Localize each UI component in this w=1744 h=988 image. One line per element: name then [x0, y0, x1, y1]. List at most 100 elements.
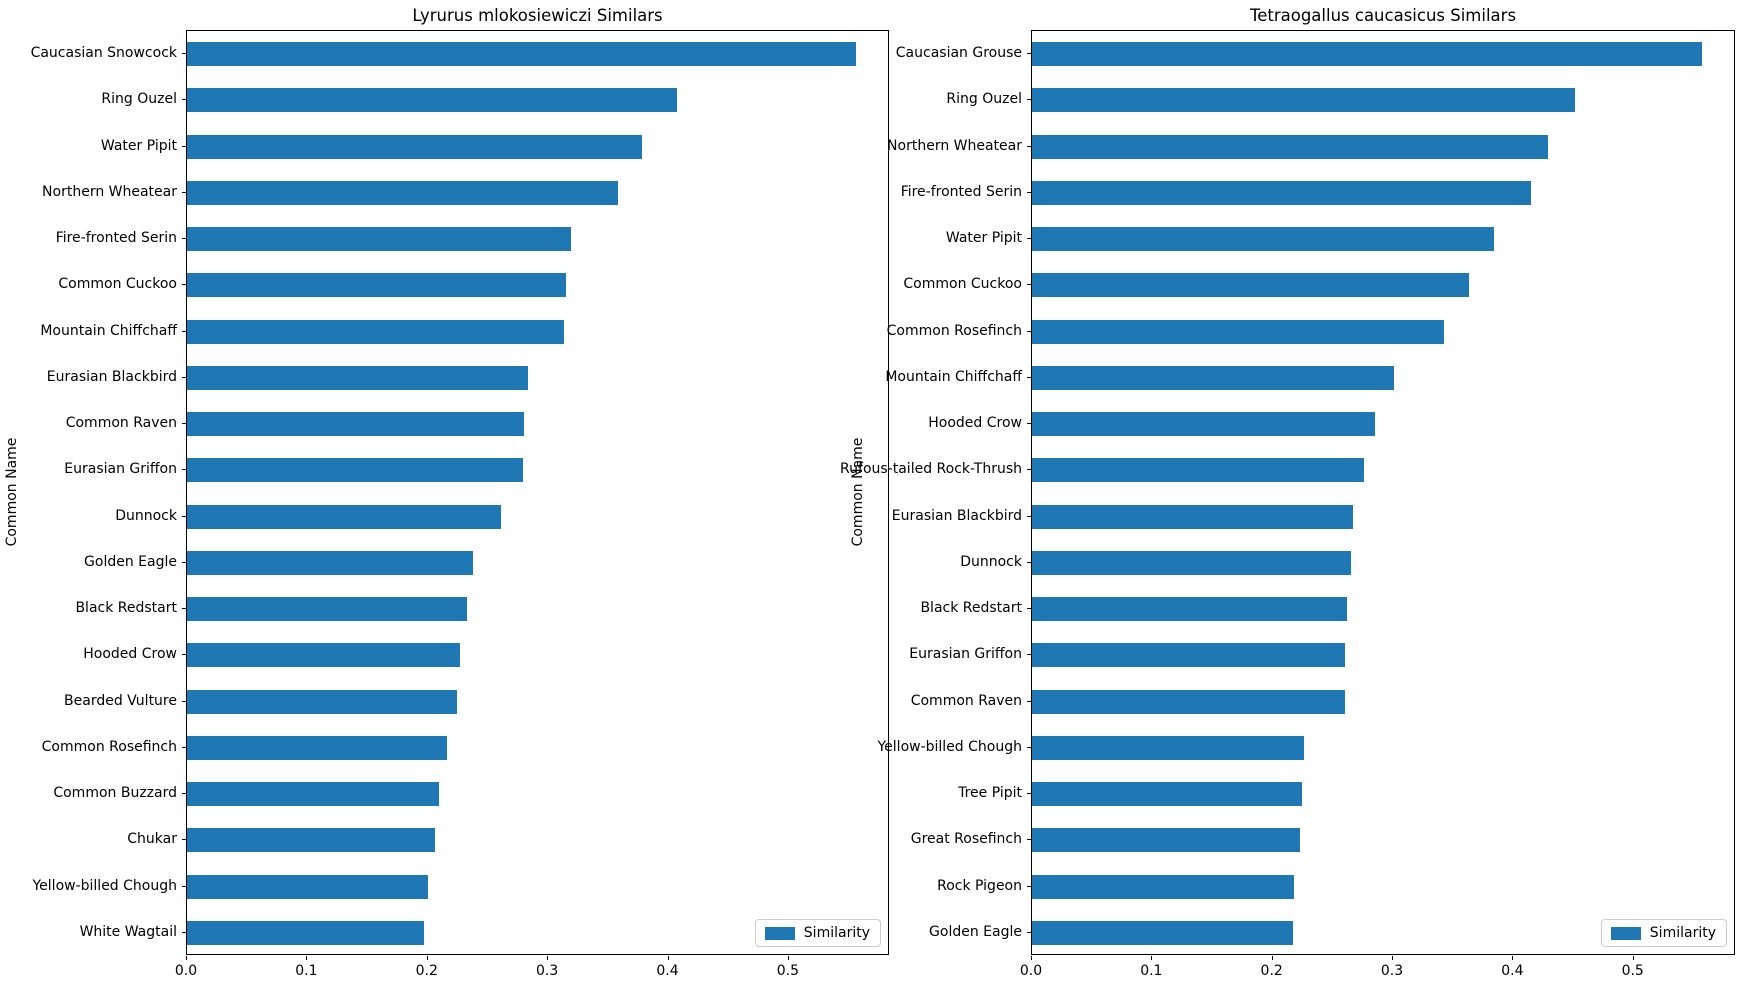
y-tick [1027, 700, 1031, 702]
bar [187, 643, 461, 668]
y-tick [1027, 469, 1031, 471]
y-tick [1027, 99, 1031, 101]
bar [1032, 689, 1345, 714]
bar [187, 227, 571, 252]
y-axis-label: Common Name [4, 437, 20, 547]
y-tick [1027, 561, 1031, 563]
x-tick [667, 956, 669, 960]
category-label: Chukar [127, 831, 177, 848]
bar [187, 134, 643, 159]
y-axis-label: Common Name [850, 437, 866, 547]
category-label: Caucasian Grouse [895, 45, 1022, 62]
category-label: Black Redstart [75, 600, 177, 617]
y-tick [182, 885, 186, 887]
y-tick [1027, 330, 1031, 332]
y-tick [182, 145, 186, 147]
y-tick [182, 931, 186, 933]
legend-label: Similarity [1649, 925, 1716, 941]
y-tick [182, 608, 186, 610]
x-tick-label: 0.4 [656, 963, 679, 979]
bar [187, 828, 435, 853]
category-label: Fire-fronted Serin [55, 230, 177, 247]
category-label: Great Rosefinch [910, 831, 1022, 848]
x-tick [426, 956, 428, 960]
bar [187, 458, 523, 483]
y-tick [182, 99, 186, 101]
bar [187, 550, 474, 575]
bar [187, 42, 857, 67]
y-tick [1027, 145, 1031, 147]
bar [187, 504, 502, 529]
y-tick [1027, 839, 1031, 841]
y-tick [182, 423, 186, 425]
bar [187, 273, 567, 298]
x-tick [547, 956, 549, 960]
y-tick [182, 839, 186, 841]
category-label: Eurasian Griffon [64, 461, 177, 478]
bar [1032, 828, 1301, 853]
category-label: Dunnock [960, 553, 1022, 570]
category-label: Yellow-billed Chough [877, 738, 1022, 755]
chart-title: Tetraogallus caucasicus Similars [1249, 6, 1517, 25]
legend: Similarity [754, 919, 881, 947]
category-label: White Wagtail [79, 923, 177, 940]
y-tick [182, 561, 186, 563]
x-tick [787, 956, 789, 960]
y-tick [182, 469, 186, 471]
y-tick [182, 191, 186, 193]
bar [187, 782, 439, 807]
y-tick [1027, 654, 1031, 656]
x-tick [1031, 956, 1032, 960]
category-label: Rock Pigeon [937, 877, 1022, 894]
category-label: Common Raven [65, 415, 177, 432]
bar [1032, 134, 1549, 159]
category-label: Black Redstart [920, 600, 1022, 617]
x-tick-label: 0.0 [174, 963, 198, 979]
bar [1032, 365, 1395, 390]
y-tick [1027, 885, 1031, 887]
bar [187, 920, 425, 945]
category-label: Fire-fronted Serin [900, 183, 1022, 200]
y-tick [1027, 746, 1031, 748]
category-label: Water Pipit [945, 230, 1022, 247]
y-tick [1027, 53, 1031, 55]
y-tick [182, 654, 186, 656]
y-tick [1027, 931, 1031, 933]
category-label: Common Rosefinch [41, 738, 177, 755]
y-tick [182, 700, 186, 702]
bar [1032, 412, 1375, 437]
x-tick-label: 0.5 [776, 963, 800, 979]
category-label: Water Pipit [100, 137, 177, 154]
x-tick [1271, 956, 1273, 960]
category-label: Common Cuckoo [903, 276, 1022, 293]
y-tick [1027, 423, 1031, 425]
category-label: Ring Ouzel [101, 91, 177, 108]
bar [1032, 550, 1351, 575]
category-label: Eurasian Blackbird [46, 368, 177, 385]
y-tick [1027, 515, 1031, 517]
x-tick-label: 0.4 [1501, 963, 1524, 979]
bar [1032, 227, 1495, 252]
x-tick [1632, 956, 1634, 960]
category-label: Bearded Vulture [64, 692, 177, 709]
y-tick [182, 515, 186, 517]
category-label: Tree Pipit [958, 785, 1022, 802]
bar [187, 319, 564, 344]
x-tick [1392, 956, 1394, 960]
bar [1032, 504, 1354, 529]
bar [187, 365, 528, 390]
category-label: Yellow-billed Chough [32, 877, 177, 894]
x-tick-label: 0.1 [295, 963, 318, 979]
x-tick-label: 0.2 [1260, 963, 1283, 979]
bar [1032, 782, 1302, 807]
category-label: Common Raven [910, 692, 1022, 709]
category-label: Eurasian Blackbird [891, 507, 1022, 524]
category-label: Mountain Chiffchaff [40, 322, 177, 339]
bar [1032, 920, 1294, 945]
x-tick-label: 0.0 [1019, 963, 1043, 979]
x-tick-label: 0.1 [1140, 963, 1163, 979]
bar [1032, 180, 1532, 205]
category-label: Northern Wheatear [887, 137, 1022, 154]
y-tick [1027, 793, 1031, 795]
